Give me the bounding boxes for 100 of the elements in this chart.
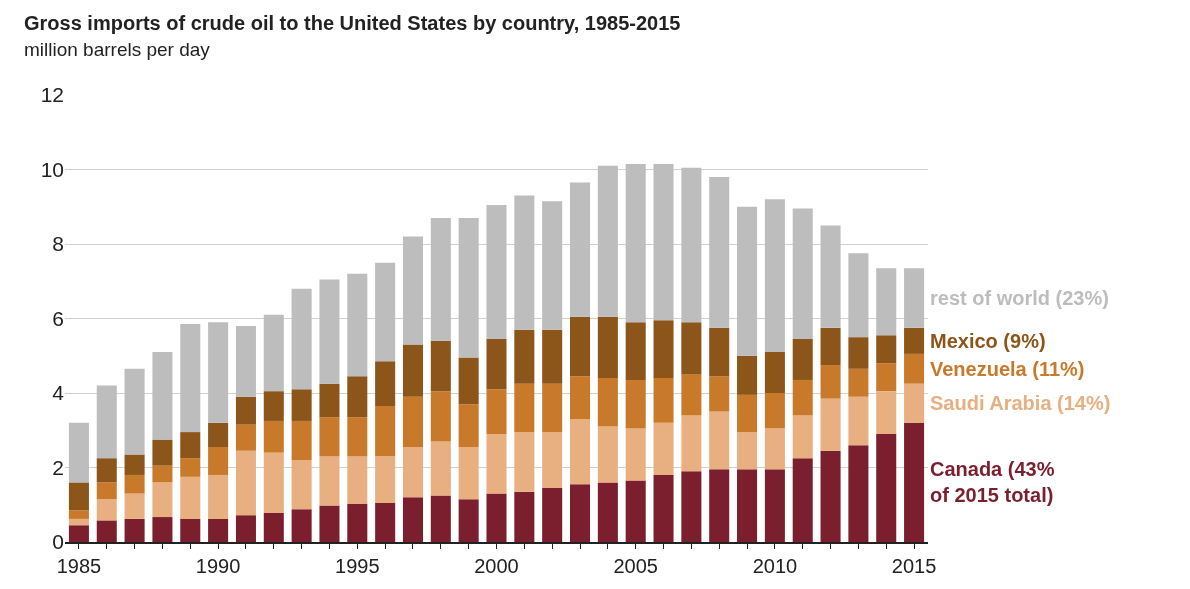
bar (542, 201, 563, 330)
bar (764, 199, 785, 353)
bar (542, 383, 563, 433)
bar (96, 499, 117, 521)
series-label: Mexico (9%) (930, 330, 1046, 352)
bar (569, 316, 591, 377)
bar (709, 411, 730, 470)
bar (180, 518, 201, 542)
bar (625, 379, 646, 429)
y-tick-label: 4 (52, 381, 65, 405)
bar (68, 422, 89, 483)
bar (625, 322, 646, 380)
bar (291, 509, 312, 542)
bar (848, 337, 869, 369)
bar (764, 393, 785, 429)
bar (737, 206, 758, 356)
bar (514, 491, 535, 542)
bar (235, 325, 256, 397)
bar (764, 352, 785, 393)
bar (597, 316, 618, 379)
series-label: Canada (43% of 2015 total) (930, 458, 1055, 506)
bar (124, 454, 145, 475)
bar (848, 445, 869, 542)
bar (319, 505, 340, 542)
bar (319, 383, 340, 418)
bar (402, 236, 424, 345)
x-tick-label: 1985 (56, 554, 102, 577)
bar (402, 396, 424, 448)
bar (653, 422, 674, 475)
bar (319, 456, 340, 506)
bar (263, 391, 284, 421)
bar (208, 322, 229, 423)
bar (514, 195, 535, 330)
bar (820, 398, 841, 451)
bar (904, 383, 925, 423)
bar (569, 484, 591, 542)
bar (848, 396, 869, 446)
y-tick-label: 12 (40, 83, 64, 107)
bar (569, 419, 591, 485)
bar (291, 288, 312, 390)
bar (820, 327, 841, 366)
bar (291, 420, 312, 461)
bar (569, 182, 591, 317)
x-tick-label: 1995 (335, 554, 380, 577)
bar (820, 225, 841, 328)
bar (430, 217, 451, 341)
bar (681, 374, 702, 416)
bar (430, 391, 451, 442)
y-tick-label: 2 (52, 455, 64, 479)
bar (681, 167, 702, 323)
bar (876, 391, 897, 434)
bar (764, 428, 785, 470)
bar (709, 376, 730, 412)
bar (792, 208, 813, 339)
bar (876, 363, 897, 392)
x-tick-label: 2015 (891, 554, 937, 577)
y-tick-label: 10 (40, 157, 64, 181)
series-label: Saudi Arabia (14%) (930, 392, 1111, 414)
bar (709, 469, 730, 542)
y-tick-label: 8 (52, 232, 64, 256)
series-label: Venezuela (11%) (930, 358, 1085, 380)
bar (347, 456, 368, 504)
bar (152, 352, 173, 440)
bar (653, 163, 674, 321)
bar (709, 176, 730, 328)
bar (904, 422, 925, 542)
bar (820, 450, 841, 542)
bar (486, 493, 507, 542)
bar (458, 447, 479, 500)
bar (737, 432, 758, 470)
bar (68, 518, 89, 526)
bar (792, 415, 813, 459)
bar (319, 279, 340, 384)
bar (347, 503, 368, 542)
bar (347, 273, 368, 377)
y-tick-label: 0 (52, 530, 64, 554)
bar (542, 487, 563, 542)
x-tick-label: 2005 (613, 554, 658, 577)
bar (597, 378, 618, 427)
bar (430, 495, 451, 542)
bar (458, 499, 479, 542)
bar (904, 353, 925, 384)
bar (208, 474, 229, 519)
bar (375, 502, 396, 542)
bar (542, 432, 563, 488)
bar (68, 510, 89, 519)
bar (514, 383, 535, 433)
y-tick-label: 6 (52, 306, 64, 330)
bar (235, 424, 256, 451)
bar (263, 512, 284, 542)
bar (904, 268, 925, 328)
bar (375, 361, 396, 407)
bar (458, 357, 479, 405)
x-tick-label: 2010 (752, 554, 798, 577)
bar (792, 338, 813, 380)
bar (263, 314, 284, 392)
bar (402, 497, 424, 542)
bar (124, 474, 145, 494)
bar (597, 426, 618, 483)
bar (876, 268, 897, 336)
